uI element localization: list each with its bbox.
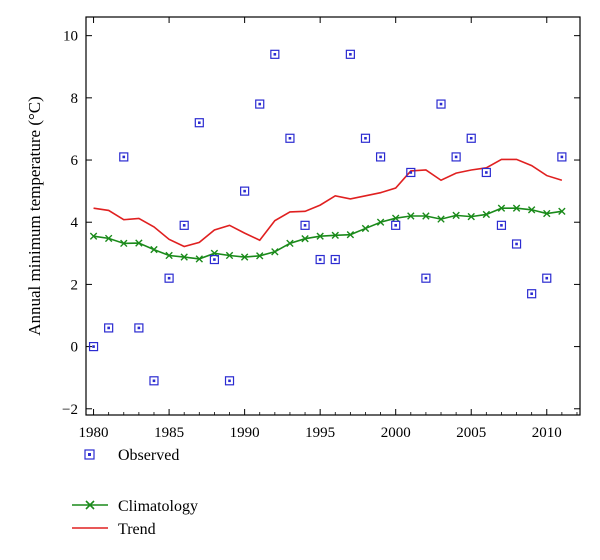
legend: Observed Climatology Trend [72,447,198,538]
climatology-point [391,214,400,222]
y-tick-label: 4 [71,215,79,231]
observed-point [240,186,250,196]
climatology-point [331,231,339,239]
observed-point [224,376,235,386]
x-tick-label: 1990 [230,425,260,441]
observed-point [375,152,386,162]
observed-point [542,273,552,283]
y-tick-labels: −2 0 2 4 6 8 10 [62,29,78,418]
climatology-point [422,212,430,220]
observed-point [330,254,340,265]
x-tick-label: 1995 [305,425,335,441]
observed-point [421,273,431,283]
y-tick-label: 6 [71,153,79,169]
climatology-point [195,255,203,263]
observed-point [496,220,507,230]
climatology-point [120,239,128,248]
climatology-point [165,251,173,260]
observed-point [119,152,129,162]
observed-point [179,220,189,230]
legend-item-trend: Trend [72,521,156,538]
observed-point [436,99,446,109]
x-tick-label: 1980 [79,425,109,441]
observed-point [88,341,99,352]
observed-point [527,289,537,299]
observed-point [164,273,174,283]
observed-point [134,323,144,333]
climatology-point [527,206,536,214]
climatology-point [286,239,294,248]
x-tick-label: 2005 [456,425,486,441]
climatology-point [271,248,279,256]
climatology-point [240,253,249,261]
legend-item-observed: Observed [84,447,179,464]
legend-label-trend: Trend [118,521,156,538]
observed-point [391,220,401,230]
series-observed [88,49,567,386]
climatology-point [225,251,234,260]
climatology-point [482,210,491,219]
observed-point [285,133,295,143]
y-tick-label: 8 [71,91,79,107]
y-tick-label: 10 [63,29,78,45]
x-tick-labels: 1980 1985 1990 1995 2000 2005 2010 [79,425,562,441]
climatology-line [93,207,562,260]
axis-ticks [86,17,580,415]
observed-point [557,152,567,162]
climatology-point [558,207,566,216]
climatology-point [452,211,460,220]
legend-item-climatology: Climatology [72,498,198,515]
series-climatology [89,204,566,263]
observed-point [149,376,159,386]
x-tick-label: 1985 [154,425,184,441]
observed-point [360,133,371,143]
observed-point [255,99,265,109]
observed-point [209,254,220,265]
climatology-point [104,234,113,243]
climatology-point [256,252,264,260]
climatology-point [150,245,158,254]
observed-point [481,167,491,178]
climatology-point [361,224,370,233]
climatology-point [89,232,98,240]
observed-point [270,49,280,59]
observed-point [406,167,416,178]
legend-label-climatology: Climatology [118,498,198,515]
y-tick-label: −2 [62,402,78,418]
climatology-point [301,235,309,243]
y-tick-label: 2 [71,277,79,293]
observed-point [511,239,522,249]
trend-line [93,158,563,248]
climatology-point [497,204,506,212]
climatology-point [135,239,143,247]
x-tick-label: 2010 [532,425,562,441]
observed-point [300,220,310,230]
series-trend [93,158,563,248]
legend-label-observed: Observed [118,447,179,464]
climatology-point [407,212,415,220]
climatology-point [467,212,475,221]
observed-point [104,323,114,333]
x-tick-label: 2000 [381,425,411,441]
climatology-point [346,230,355,239]
observed-point [194,118,204,128]
plot-frame [85,16,581,416]
climatology-point [316,232,324,240]
observed-point [451,152,461,162]
y-axis-title: Annual minimum temperature (°C) [25,96,44,336]
observed-point [466,133,476,143]
climatology-point [376,218,385,226]
climatology-point [512,204,521,212]
climatology-point [437,215,445,223]
climatology-point [543,209,551,218]
y-tick-label: 0 [71,340,79,356]
observed-point [345,49,355,59]
observed-point [315,254,325,265]
climatology-point [180,253,188,261]
